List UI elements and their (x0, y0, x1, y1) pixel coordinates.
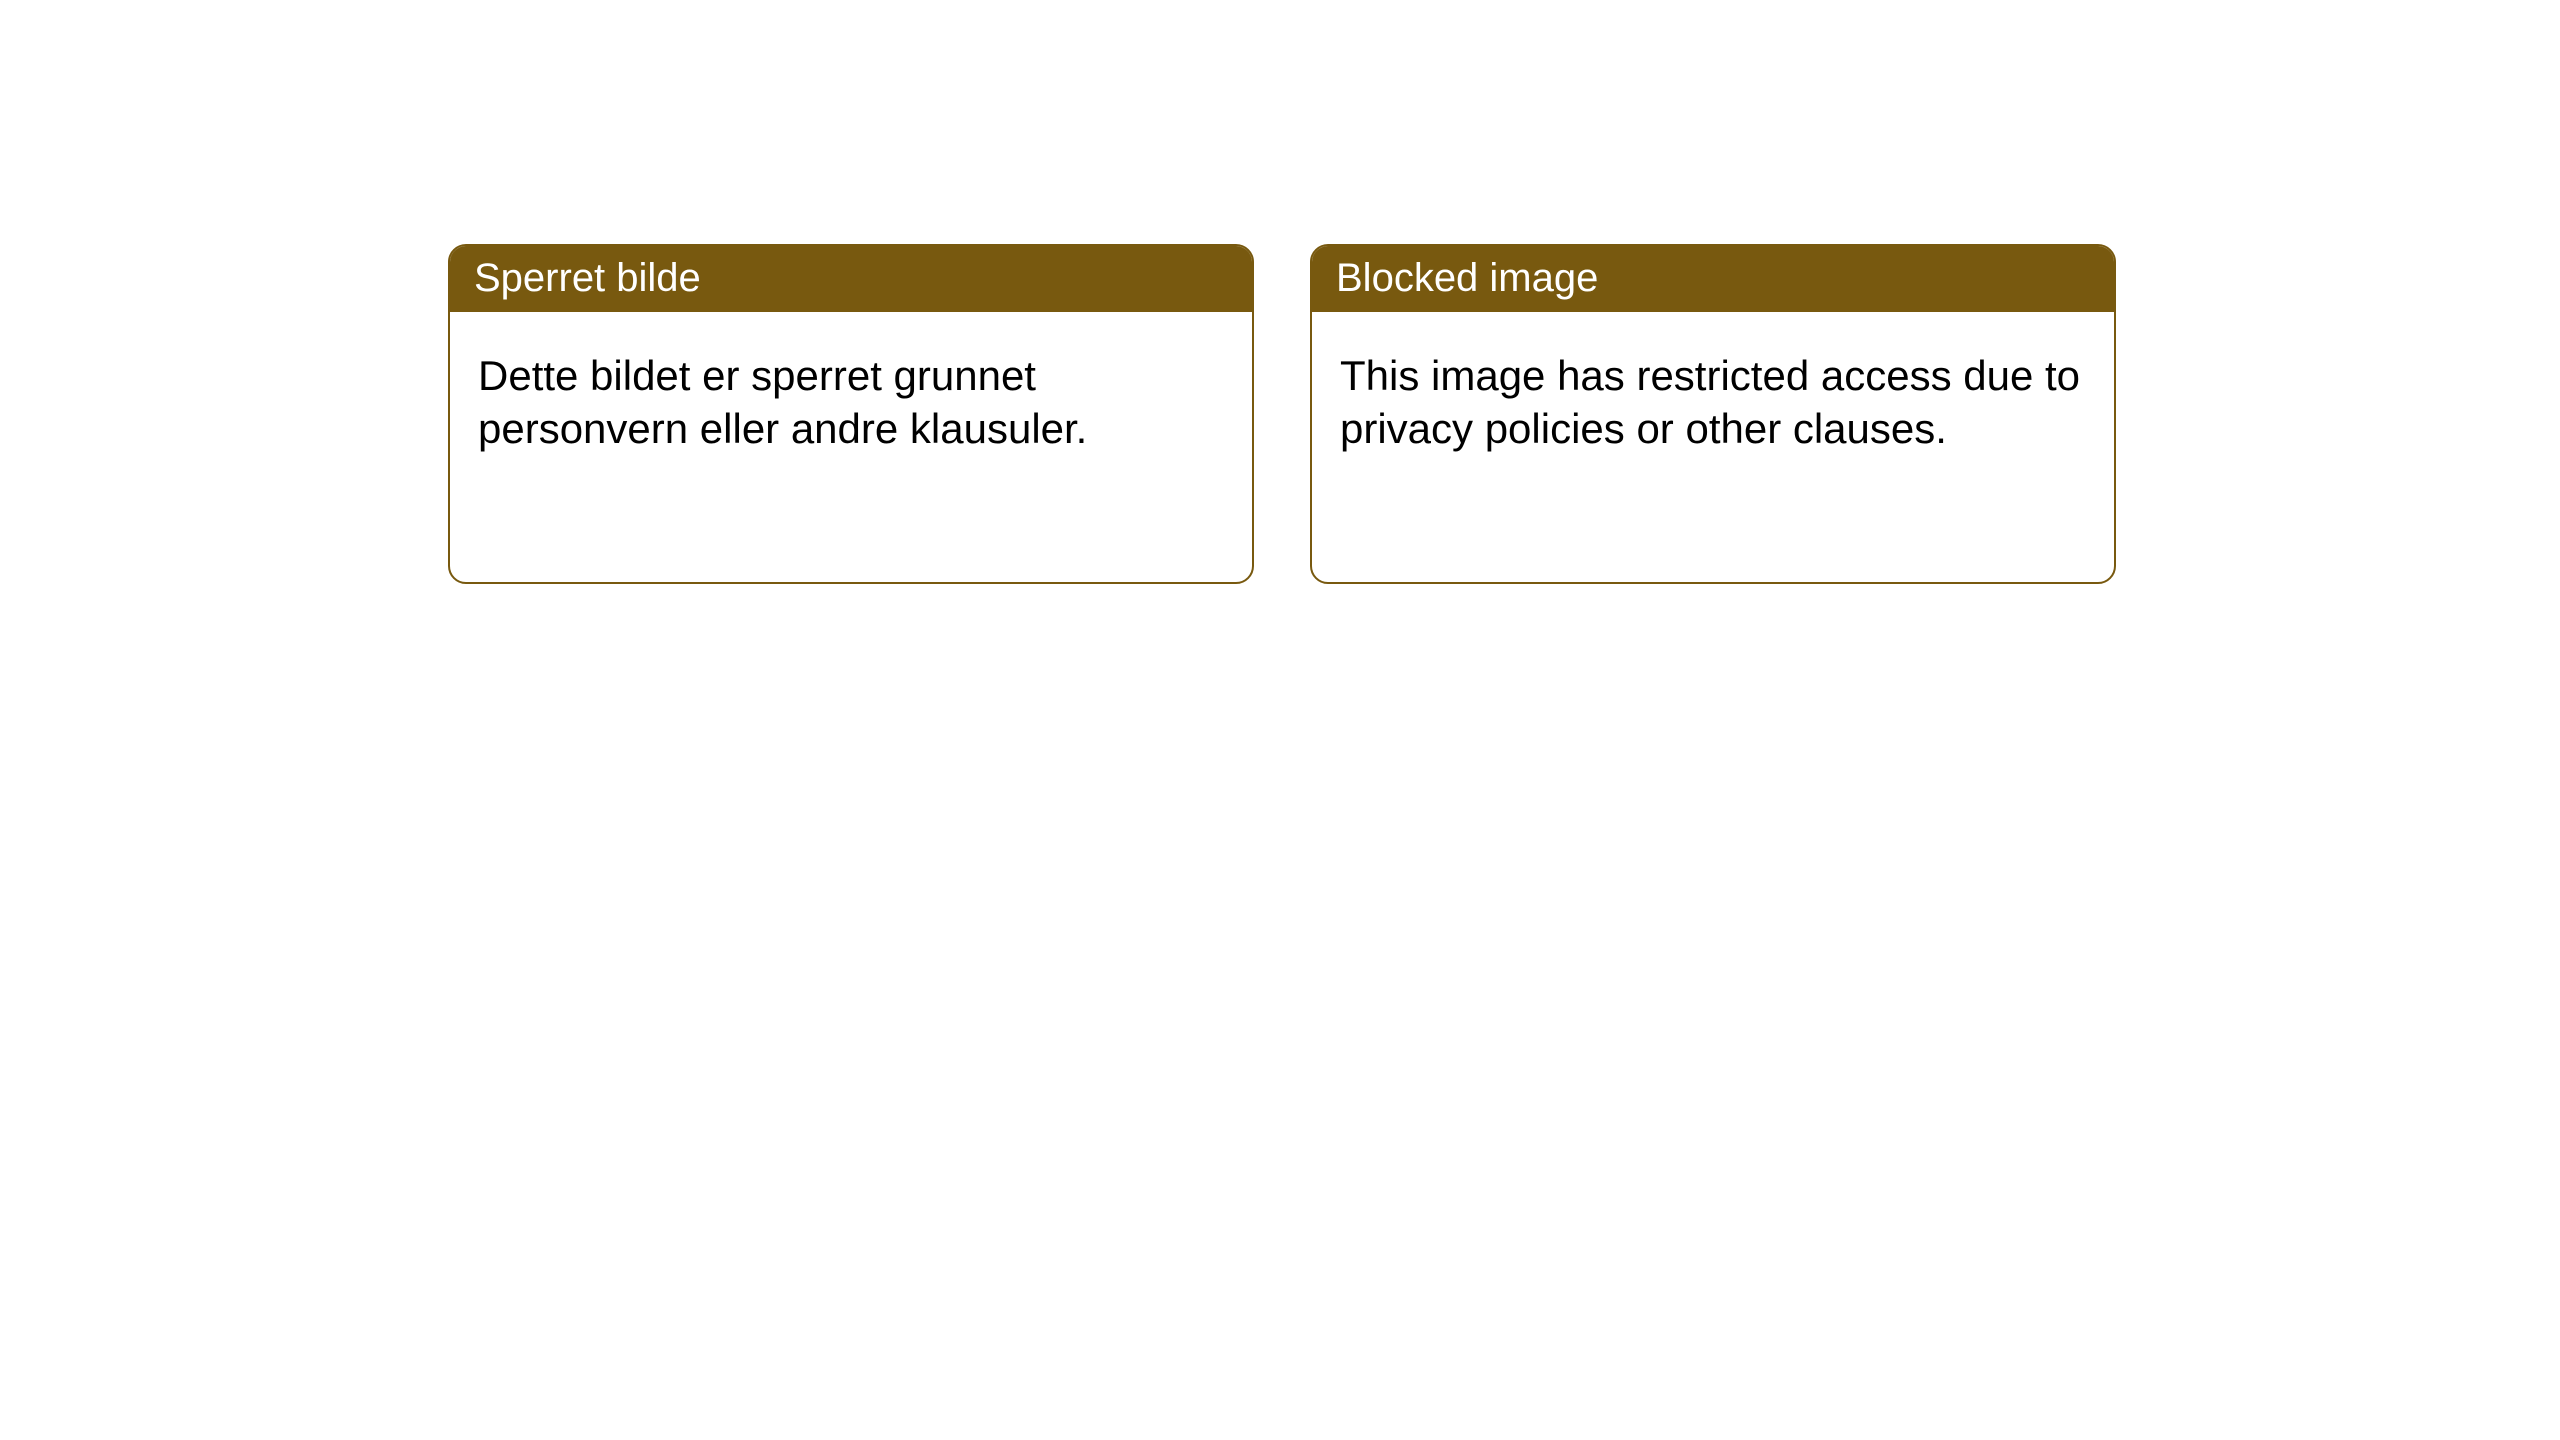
notice-container: Sperret bilde Dette bildet er sperret gr… (0, 0, 2560, 584)
notice-box-norwegian: Sperret bilde Dette bildet er sperret gr… (448, 244, 1254, 584)
notice-body: This image has restricted access due to … (1312, 312, 2114, 582)
notice-header: Sperret bilde (450, 246, 1252, 312)
notice-header: Blocked image (1312, 246, 2114, 312)
notice-box-english: Blocked image This image has restricted … (1310, 244, 2116, 584)
notice-body: Dette bildet er sperret grunnet personve… (450, 312, 1252, 582)
